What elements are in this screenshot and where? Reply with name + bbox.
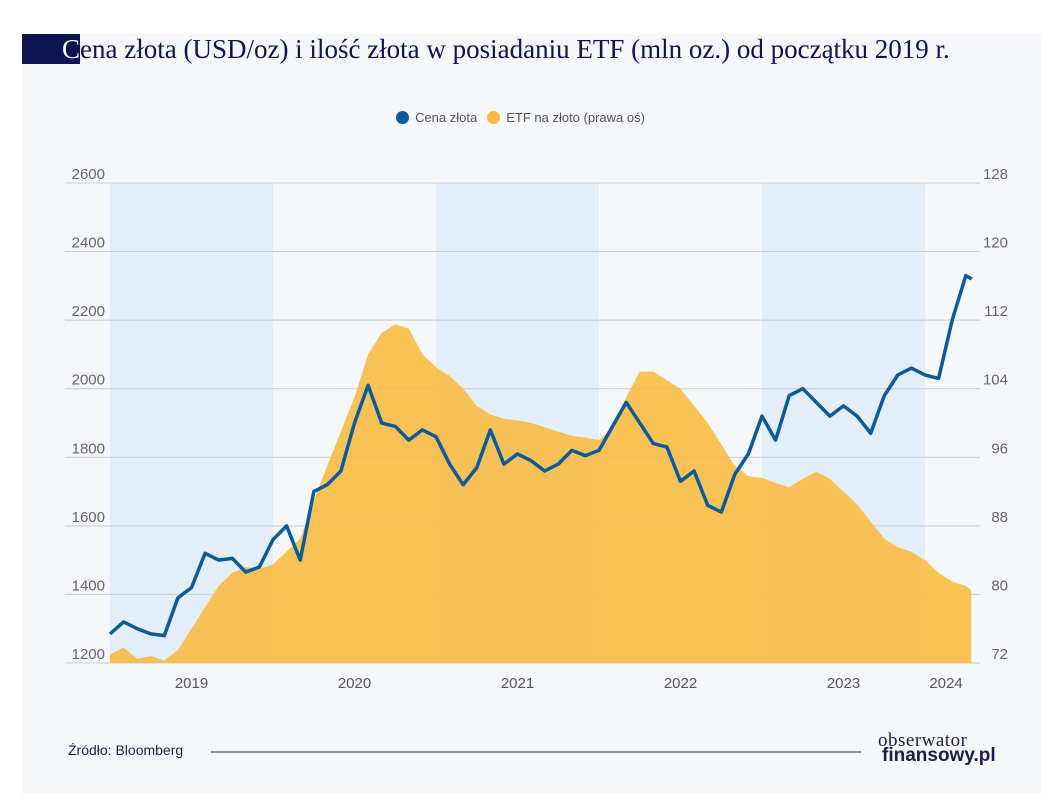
- source-divider: [211, 751, 861, 753]
- right-tick-label: 80: [991, 577, 1008, 594]
- x-tick-label: 2024: [929, 675, 962, 692]
- right-tick-label: 72: [991, 646, 1008, 663]
- legend-label: ETF na złoto (prawa oś): [506, 110, 645, 125]
- right-tick-label: 96: [991, 440, 1008, 457]
- logo: obserwator finansowy.pl: [878, 730, 996, 766]
- left-tick-label: 2600: [72, 166, 105, 183]
- x-tick-label: 2023: [827, 675, 860, 692]
- x-tick-label: 2021: [501, 675, 534, 692]
- right-tick-label: 88: [991, 509, 1008, 526]
- left-tick-label: 1400: [72, 577, 105, 594]
- x-tick-label: 2022: [664, 675, 697, 692]
- right-tick-label: 120: [983, 235, 1008, 252]
- legend-dot-blue-icon: [396, 111, 410, 124]
- left-tick-label: 2000: [72, 372, 105, 389]
- right-tick-label: 104: [983, 372, 1008, 389]
- right-tick-label: 128: [983, 166, 1008, 183]
- source-note: Źródło: Bloomberg: [68, 742, 184, 758]
- left-tick-label: 1800: [72, 440, 105, 457]
- right-tick-label: 112: [984, 303, 1008, 320]
- x-tick-label: 2020: [338, 675, 371, 692]
- title-text: ena złota (USD/oz) i ilość złota w posia…: [80, 33, 950, 64]
- legend-item-etf: ETF na złoto (prawa oś): [487, 110, 645, 125]
- left-tick-label: 1200: [72, 646, 105, 663]
- title-initial: C: [22, 34, 81, 64]
- legend-label: Cena złota: [415, 110, 478, 125]
- legend-item-gold: Cena złota: [396, 110, 477, 125]
- x-tick-label: 2019: [175, 675, 208, 692]
- legend-dot-orange-icon: [487, 111, 501, 124]
- legend: Cena złota ETF na złoto (prawa oś): [0, 110, 1041, 125]
- etf-area: [110, 324, 972, 663]
- left-tick-label: 2200: [72, 303, 105, 320]
- left-tick-label: 2400: [72, 235, 105, 252]
- left-tick-label: 1600: [72, 509, 105, 526]
